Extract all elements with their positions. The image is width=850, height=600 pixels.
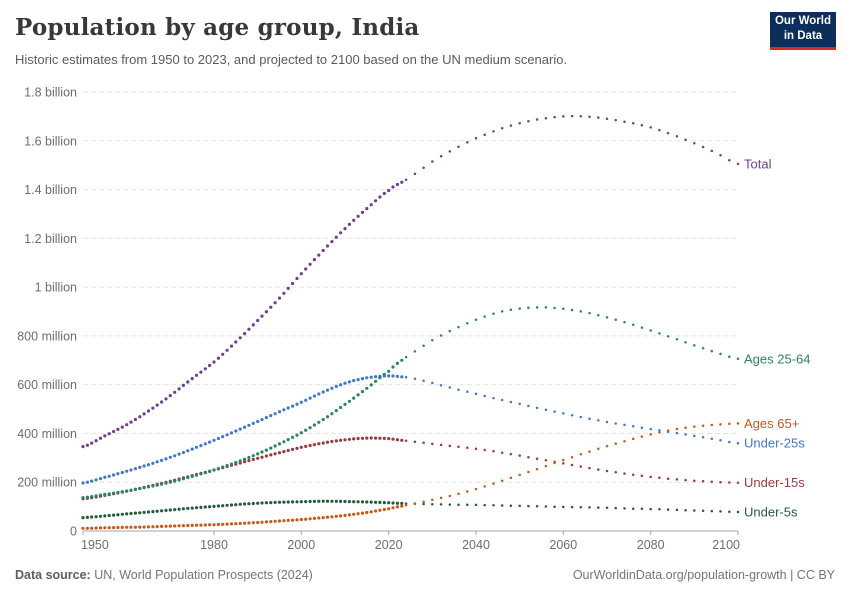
series-label-under-5s[interactable]: Under-5s [744, 505, 798, 520]
x-tick-label: 1950 [81, 538, 109, 552]
x-tick-label: 2020 [375, 538, 403, 552]
series-label-under-15s[interactable]: Under-15s [744, 475, 805, 490]
data-source-label: Data source: [15, 568, 91, 582]
data-source-text: UN, World Population Prospects (2024) [90, 568, 313, 582]
series-under-15s [81, 436, 740, 501]
series-label-total[interactable]: Total [744, 156, 772, 171]
x-tick-label: 2000 [287, 538, 315, 552]
chart-plot-area[interactable]: 0 200 million 400 million 600 million 800 mi… [0, 84, 850, 562]
owid-logo-line2: in Data [783, 29, 823, 42]
y-tick-label: 1.8 billion [24, 86, 77, 100]
x-tick-label: 2040 [462, 538, 490, 552]
chart-title: Population by age group, India [15, 14, 420, 41]
footer-citation: OurWorldinData.org/population-growth | C… [572, 568, 835, 582]
x-tick-label: 2060 [549, 538, 577, 552]
x-tick-label: 2080 [637, 538, 665, 552]
x-tick-label: 2100 [712, 538, 740, 552]
y-tick-label: 200 million [17, 476, 77, 490]
owid-logo-line1: Our World [774, 15, 831, 27]
series-under-5s [81, 499, 740, 520]
chart-subtitle: Historic estimates from 1950 to 2023, an… [15, 52, 568, 67]
series-ages-65- [81, 422, 740, 530]
series-label-under-25s[interactable]: Under-25s [744, 436, 805, 451]
x-axis: 1950 1980 2000 2020 2040 2060 2080 2100 [81, 530, 740, 552]
y-tick-label: 1 billion [35, 281, 77, 295]
series-under-25s [81, 374, 740, 485]
y-tick-label: 1.4 billion [24, 183, 77, 197]
series-ages-25-64 [81, 306, 740, 500]
y-tick-label: 1.2 billion [24, 232, 77, 246]
series-label-ages-65-[interactable]: Ages 65+ [744, 416, 799, 431]
series-total [81, 114, 740, 449]
y-tick-label: 1.6 billion [24, 134, 77, 148]
chart-footer: Data source: UN, World Population Prospe… [15, 568, 835, 582]
y-tick-label: 600 million [17, 378, 77, 392]
y-tick-label: 800 million [17, 329, 77, 343]
y-tick-label: 400 million [17, 427, 77, 441]
owid-logo: Our World in Data [770, 12, 836, 50]
y-tick-label: 0 [70, 525, 77, 539]
y-gridlines: 0 200 million 400 million 600 million 800 mi… [17, 86, 738, 539]
x-tick-label: 1980 [200, 538, 228, 552]
series-label-ages-25-64[interactable]: Ages 25-64 [744, 351, 811, 366]
